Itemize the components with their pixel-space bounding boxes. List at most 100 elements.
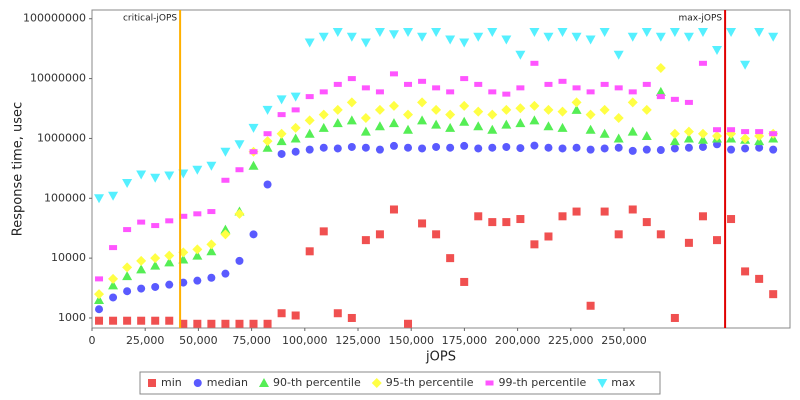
point [585,109,596,120]
point [123,316,132,325]
point [304,38,315,48]
point [431,119,442,129]
point [473,106,484,117]
point [277,112,286,118]
point [123,287,132,296]
point [389,71,398,77]
x-tick-label: 250,000 [601,334,647,347]
point [95,305,104,314]
point [530,60,539,66]
point [235,319,244,328]
point [193,211,202,217]
point [769,290,778,299]
point [192,165,203,175]
point [151,223,160,229]
point [109,293,118,302]
x-tick-label: 125,000 [335,334,381,347]
point [502,142,511,151]
point [150,260,161,270]
legend-marker [193,379,202,387]
point [403,28,414,38]
point [655,86,666,96]
point [572,207,581,216]
point [389,205,398,214]
point [361,143,370,152]
point [572,85,581,91]
point [769,131,778,137]
point [599,128,610,138]
reference-label: max-jOPS [679,14,723,24]
point [670,96,679,102]
point [755,143,764,152]
point [165,280,174,289]
point [333,81,342,87]
point [136,255,147,266]
point [109,316,118,325]
point [642,145,651,154]
point [684,238,693,247]
point [516,144,525,153]
point [389,141,398,150]
point [347,76,356,82]
point [614,85,623,91]
point [290,122,301,133]
point [432,142,441,151]
point [585,124,596,134]
point [221,319,230,328]
point [446,143,455,152]
point [122,262,133,273]
point [221,177,230,183]
point [543,32,554,42]
point [151,316,160,325]
point [332,104,343,115]
point [571,32,582,42]
point [741,129,750,135]
point [220,147,231,157]
x-tick-label: 225,000 [548,334,594,347]
point [544,143,553,152]
point [333,144,342,153]
point [586,89,595,95]
point [136,170,147,180]
point [360,112,371,123]
point [712,46,723,56]
point [600,81,609,87]
point [418,219,427,228]
point [192,250,203,260]
legend-label: 95-th percentile [386,376,474,389]
point [319,89,328,95]
point [165,218,174,224]
point [432,230,441,239]
legend-marker [597,379,608,388]
point [641,28,652,38]
point [557,122,568,132]
y-tick-label: 100000 [44,191,86,204]
point [487,124,498,134]
point [754,28,765,38]
point [220,224,231,234]
point [346,97,357,108]
point [642,81,651,87]
point [262,105,273,115]
point [122,179,133,189]
point [600,144,609,153]
point [375,145,384,154]
y-tick-label: 10000 [51,251,86,264]
point [446,254,455,263]
point [558,78,567,84]
point [445,35,456,45]
point [360,38,371,48]
point [459,116,470,126]
point [460,141,469,150]
point [487,28,498,38]
point [501,35,512,45]
point [235,167,244,173]
y-axis-title: Response time, usec [11,102,26,236]
point [558,144,567,153]
x-tick-label: 75,000 [232,334,271,347]
point [276,95,287,105]
point [727,127,736,133]
point [487,109,498,120]
point [95,276,104,282]
point [529,28,540,38]
